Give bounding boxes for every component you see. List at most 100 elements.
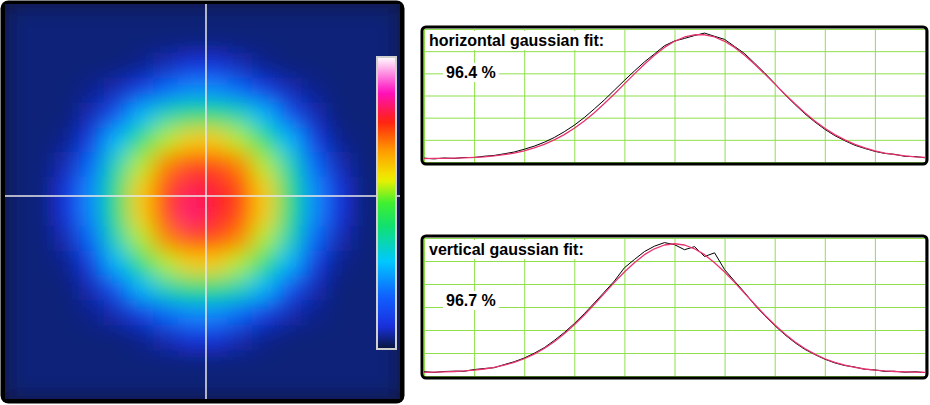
heat-cell bbox=[128, 127, 153, 152]
heat-cell bbox=[54, 251, 79, 276]
heat-cell bbox=[351, 374, 376, 399]
heat-cell bbox=[178, 226, 203, 251]
grid-line bbox=[424, 140, 925, 141]
x-axis bbox=[425, 238, 926, 377]
heat-cell bbox=[252, 177, 277, 202]
heat-cell bbox=[277, 226, 302, 251]
chart-svg: horizontal gaussian fit:96.4 %vertical g… bbox=[0, 0, 930, 405]
heat-cell bbox=[178, 127, 203, 152]
heat-cell bbox=[128, 300, 153, 325]
axis-line bbox=[425, 29, 926, 163]
heat-cell bbox=[104, 152, 129, 177]
heat-cell bbox=[252, 202, 277, 227]
panel-frame bbox=[422, 236, 927, 378]
heat-cell bbox=[5, 4, 30, 29]
heat-cell bbox=[128, 251, 153, 276]
heat-cell bbox=[227, 177, 252, 202]
heat-cell bbox=[54, 53, 79, 78]
heat-cell bbox=[54, 226, 79, 251]
heat-cell bbox=[277, 251, 302, 276]
heat-cell bbox=[326, 300, 351, 325]
heat-cell bbox=[351, 226, 376, 251]
heat-cell bbox=[5, 202, 30, 227]
heat-cell bbox=[30, 300, 55, 325]
heat-cell bbox=[277, 29, 302, 54]
heat-cell bbox=[104, 4, 129, 29]
heat-cell bbox=[277, 4, 302, 29]
heat-cell bbox=[252, 226, 277, 251]
heat-cell bbox=[277, 103, 302, 128]
heat-cell bbox=[301, 103, 326, 128]
heat-cell bbox=[301, 53, 326, 78]
heat-cell bbox=[54, 276, 79, 301]
heat-cell bbox=[54, 177, 79, 202]
heat-cell bbox=[227, 276, 252, 301]
heat-cell bbox=[54, 127, 79, 152]
heat-cell bbox=[227, 226, 252, 251]
heat-cell bbox=[30, 152, 55, 177]
heat-cell bbox=[301, 29, 326, 54]
heat-cell bbox=[153, 4, 178, 29]
heat-cell bbox=[252, 53, 277, 78]
heat-cell bbox=[326, 177, 351, 202]
heat-cell bbox=[227, 127, 252, 152]
chart-root: horizontal gaussian fit:96.4 %vertical g… bbox=[0, 0, 930, 405]
heat-cell bbox=[128, 29, 153, 54]
grid-line bbox=[424, 29, 925, 30]
heat-cell bbox=[375, 350, 400, 375]
heat-cell bbox=[54, 152, 79, 177]
heat-cell bbox=[128, 152, 153, 177]
grid-line bbox=[424, 118, 925, 119]
tick bbox=[424, 353, 925, 354]
heat-cell bbox=[326, 29, 351, 54]
heat-cell bbox=[104, 276, 129, 301]
heat-cell bbox=[79, 276, 104, 301]
heat-cell bbox=[104, 350, 129, 375]
heat-cell bbox=[30, 103, 55, 128]
tick bbox=[424, 96, 925, 97]
heat-cell bbox=[153, 300, 178, 325]
heat-cell bbox=[5, 53, 30, 78]
heat-cell bbox=[326, 103, 351, 128]
heat-cell bbox=[79, 350, 104, 375]
heat-cell bbox=[30, 374, 55, 399]
heat-cell bbox=[128, 350, 153, 375]
heat-cell bbox=[351, 177, 376, 202]
heat-cell bbox=[104, 300, 129, 325]
heat-cell bbox=[30, 127, 55, 152]
grid-line bbox=[424, 73, 925, 74]
heatmap-clip bbox=[5, 4, 400, 399]
heat-cell bbox=[326, 374, 351, 399]
heat-cell bbox=[326, 152, 351, 177]
grid-line bbox=[424, 51, 925, 52]
grid-line bbox=[424, 261, 925, 262]
heat-cell bbox=[30, 29, 55, 54]
heat-cell bbox=[104, 374, 129, 399]
heat-cell bbox=[277, 53, 302, 78]
heat-cell bbox=[227, 325, 252, 350]
heat-cell bbox=[5, 325, 30, 350]
heat-cell bbox=[153, 350, 178, 375]
heat-cell bbox=[277, 300, 302, 325]
heat-cell bbox=[153, 152, 178, 177]
heat-cell bbox=[178, 300, 203, 325]
heat-cell bbox=[5, 300, 30, 325]
heat-cell bbox=[227, 300, 252, 325]
heat-cell bbox=[227, 251, 252, 276]
heat-cell bbox=[5, 226, 30, 251]
heat-cell bbox=[128, 276, 153, 301]
grid-line bbox=[424, 330, 925, 331]
heat-cell bbox=[54, 29, 79, 54]
heat-cell bbox=[30, 276, 55, 301]
heat-cell bbox=[153, 374, 178, 399]
heat-cell bbox=[104, 226, 129, 251]
heat-cell bbox=[252, 127, 277, 152]
heat-cell bbox=[178, 103, 203, 128]
heat-cell bbox=[54, 4, 79, 29]
axis-line bbox=[425, 238, 926, 377]
heat-cell bbox=[351, 350, 376, 375]
heat-cell bbox=[277, 78, 302, 103]
heat-cell bbox=[178, 251, 203, 276]
heat-cell bbox=[351, 251, 376, 276]
heat-cell bbox=[252, 4, 277, 29]
